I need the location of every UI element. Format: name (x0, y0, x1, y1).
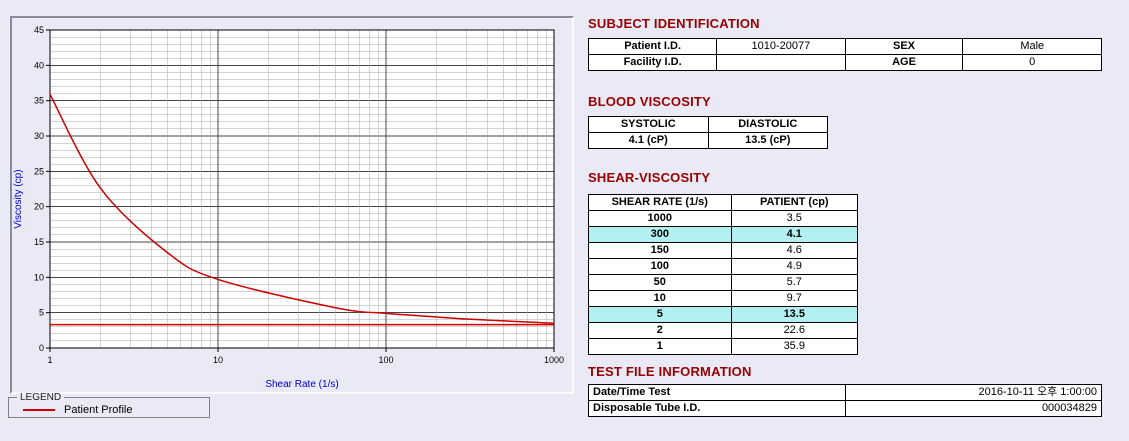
svg-text:1000: 1000 (544, 355, 564, 365)
patient-cp-cell: 9.7 (730, 290, 859, 307)
svg-text:40: 40 (34, 60, 44, 70)
shear-row: 300 4.1 (588, 226, 859, 243)
shear-rate-header: SHEAR RATE (1/s) (588, 194, 732, 211)
svg-text:1: 1 (47, 355, 52, 365)
svg-text:20: 20 (34, 202, 44, 212)
disposable-tube-id-label: Disposable Tube I.D. (588, 400, 846, 417)
shear-rate-cell: 100 (588, 258, 732, 275)
table-row: Facility I.D. AGE 0 (587, 54, 1102, 71)
table-row: Disposable Tube I.D. 000034829 (588, 400, 1102, 417)
svg-text:15: 15 (34, 237, 44, 247)
y-axis-label: Viscosity (cp) (13, 169, 24, 229)
shear-row: 1000 3.5 (588, 210, 859, 227)
patient-cp-cell: 4.6 (730, 242, 859, 259)
svg-text:100: 100 (378, 355, 393, 365)
facility-id-label: Facility I.D. (587, 54, 718, 71)
shear-rate-cell: 1 (588, 338, 732, 355)
patient-cp-cell: 3.5 (730, 210, 859, 227)
patient-cp-cell: 22.6 (730, 322, 859, 339)
svg-text:30: 30 (34, 131, 44, 141)
shear-rate-cell: 150 (588, 242, 732, 259)
shear-rate-cell: 300 (588, 226, 732, 243)
shear-rate-cell: 5 (588, 306, 732, 323)
patient-cp-cell: 5.7 (730, 274, 859, 291)
diastolic-value: 13.5 (cP) (707, 132, 828, 149)
legend-entry: Patient Profile (15, 403, 203, 416)
table-row: Patient I.D. 1010-20077 SEX Male (587, 38, 1102, 55)
legend-box: LEGEND Patient Profile (8, 392, 210, 418)
shear-rate-cell: 50 (588, 274, 732, 291)
patient-cp-header: PATIENT (cp) (730, 194, 859, 211)
shear-rate-cell: 1000 (588, 210, 732, 227)
test-file-information-heading: TEST FILE INFORMATION (588, 364, 752, 379)
blood-viscosity-heading: BLOOD VISCOSITY (588, 94, 711, 109)
svg-text:10: 10 (213, 355, 223, 365)
viscosity-chart: 0 5 10 15 20 25 30 35 40 45 1 10 100 1000 Shear Rate … (10, 16, 574, 394)
shear-row: 50 5.7 (588, 274, 859, 291)
table-header-row: SHEAR RATE (1/s) PATIENT (cp) (588, 194, 859, 211)
date-time-test-label: Date/Time Test (588, 384, 846, 401)
viscosity-chart-svg: 0 5 10 15 20 25 30 35 40 45 1 10 100 1000 (34, 25, 564, 365)
svg-text:45: 45 (34, 25, 44, 35)
svg-text:10: 10 (34, 272, 44, 282)
shear-row: 1 35.9 (588, 338, 859, 355)
systolic-header: SYSTOLIC (588, 116, 709, 133)
sex-label: SEX (844, 38, 964, 55)
blood-viscosity-table: SYSTOLIC DIASTOLIC 4.1 (cP) 13.5 (cP) (588, 116, 828, 149)
sex-value: Male (962, 38, 1102, 55)
svg-text:25: 25 (34, 166, 44, 176)
legend-title: LEGEND (20, 392, 62, 403)
svg-text:0: 0 (39, 343, 44, 353)
systolic-value: 4.1 (cP) (588, 132, 709, 149)
legend-series-label: Patient Profile (64, 403, 133, 416)
date-time-test-value: 2016-10-11 오후 1:00:00 (844, 384, 1102, 401)
patient-cp-cell: 13.5 (730, 306, 859, 323)
diastolic-header: DIASTOLIC (707, 116, 828, 133)
disposable-tube-id-value: 000034829 (844, 400, 1102, 417)
subject-identification-heading: SUBJECT IDENTIFICATION (588, 16, 760, 31)
shear-rate-cell: 10 (588, 290, 732, 307)
patient-id-label: Patient I.D. (587, 38, 718, 55)
table-row: Date/Time Test 2016-10-11 오후 1:00:00 (588, 384, 1102, 401)
patient-id-value: 1010-20077 (716, 38, 846, 55)
series-line-icon (23, 408, 55, 411)
age-value: 0 (962, 54, 1102, 71)
table-row: 4.1 (cP) 13.5 (cP) (588, 132, 828, 149)
svg-text:35: 35 (34, 96, 44, 106)
test-file-information-table: Date/Time Test 2016-10-11 오후 1:00:00 Dis… (588, 384, 1102, 417)
shear-row: 2 22.6 (588, 322, 859, 339)
shear-viscosity-table: SHEAR RATE (1/s) PATIENT (cp) 1000 3.5 3… (588, 194, 859, 355)
x-axis-label: Shear Rate (1/s) (265, 379, 339, 390)
shear-row: 10 9.7 (588, 290, 859, 307)
shear-row: 5 13.5 (588, 306, 859, 323)
svg-text:5: 5 (39, 308, 44, 318)
shear-row: 150 4.6 (588, 242, 859, 259)
shear-row: 100 4.9 (588, 258, 859, 275)
patient-cp-cell: 4.9 (730, 258, 859, 275)
age-label: AGE (844, 54, 964, 71)
patient-cp-cell: 4.1 (730, 226, 859, 243)
subject-identification-table: Patient I.D. 1010-20077 SEX Male Facilit… (587, 38, 1102, 71)
patient-cp-cell: 35.9 (730, 338, 859, 355)
table-row: SYSTOLIC DIASTOLIC (588, 116, 828, 133)
shear-viscosity-heading: SHEAR-VISCOSITY (588, 170, 711, 185)
shear-rate-cell: 2 (588, 322, 732, 339)
facility-id-value (716, 54, 846, 71)
